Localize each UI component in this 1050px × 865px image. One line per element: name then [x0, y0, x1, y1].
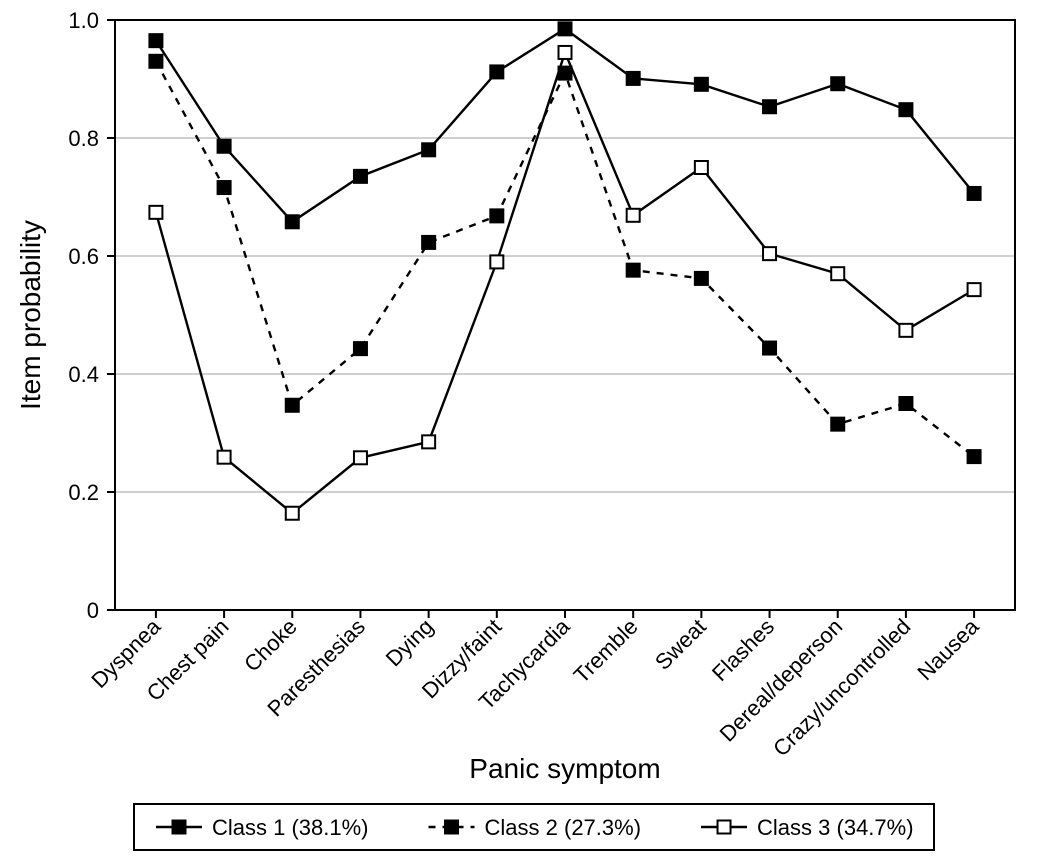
marker-square: [149, 55, 162, 68]
legend-label: Class 2 (27.3%): [485, 815, 642, 840]
y-axis-label: Item probability: [15, 220, 46, 410]
marker-square: [695, 272, 708, 285]
marker-square: [899, 397, 912, 410]
marker-square: [173, 821, 186, 834]
marker-square: [490, 209, 503, 222]
marker-square: [968, 187, 981, 200]
chart-background: [0, 0, 1050, 865]
marker-square: [695, 78, 708, 91]
marker-square: [422, 143, 435, 156]
marker-square: [627, 72, 640, 85]
marker-square: [354, 451, 367, 464]
legend-label: Class 1 (38.1%): [212, 815, 369, 840]
marker-square: [354, 342, 367, 355]
x-axis-label: Panic symptom: [469, 753, 660, 784]
marker-square: [763, 100, 776, 113]
marker-square: [422, 435, 435, 448]
marker-square: [763, 342, 776, 355]
legend: Class 1 (38.1%) Class 2 (27.3%) Class 3 (3…: [134, 804, 934, 850]
marker-square: [899, 103, 912, 116]
marker-square: [218, 140, 231, 153]
marker-square: [831, 267, 844, 280]
marker-square: [968, 283, 981, 296]
marker-square: [286, 215, 299, 228]
y-tick-label: 1.0: [68, 8, 99, 33]
marker-square: [695, 161, 708, 174]
y-tick-label: 0.4: [68, 362, 99, 387]
legend-label: Class 3 (34.7%): [757, 815, 914, 840]
marker-square: [627, 264, 640, 277]
y-tick-label: 0.2: [68, 480, 99, 505]
y-tick-label: 0.8: [68, 126, 99, 151]
marker-square: [627, 209, 640, 222]
marker-square: [286, 507, 299, 520]
marker-square: [831, 418, 844, 431]
y-tick-label: 0: [87, 598, 99, 623]
marker-square: [149, 34, 162, 47]
marker-square: [286, 399, 299, 412]
marker-square: [559, 46, 572, 59]
marker-square: [559, 22, 572, 35]
marker-square: [218, 181, 231, 194]
marker-square: [490, 255, 503, 268]
y-tick-label: 0.6: [68, 244, 99, 269]
marker-square: [149, 206, 162, 219]
marker-square: [218, 451, 231, 464]
marker-square: [354, 170, 367, 183]
marker-square: [445, 821, 458, 834]
marker-square: [490, 65, 503, 78]
marker-square: [763, 247, 776, 260]
chart-container: 00.20.40.60.81.0Item probabilityDyspneaC…: [0, 0, 1050, 865]
marker-square: [831, 77, 844, 90]
marker-square: [422, 236, 435, 249]
marker-square: [899, 324, 912, 337]
marker-square: [968, 450, 981, 463]
marker-square: [718, 821, 731, 834]
